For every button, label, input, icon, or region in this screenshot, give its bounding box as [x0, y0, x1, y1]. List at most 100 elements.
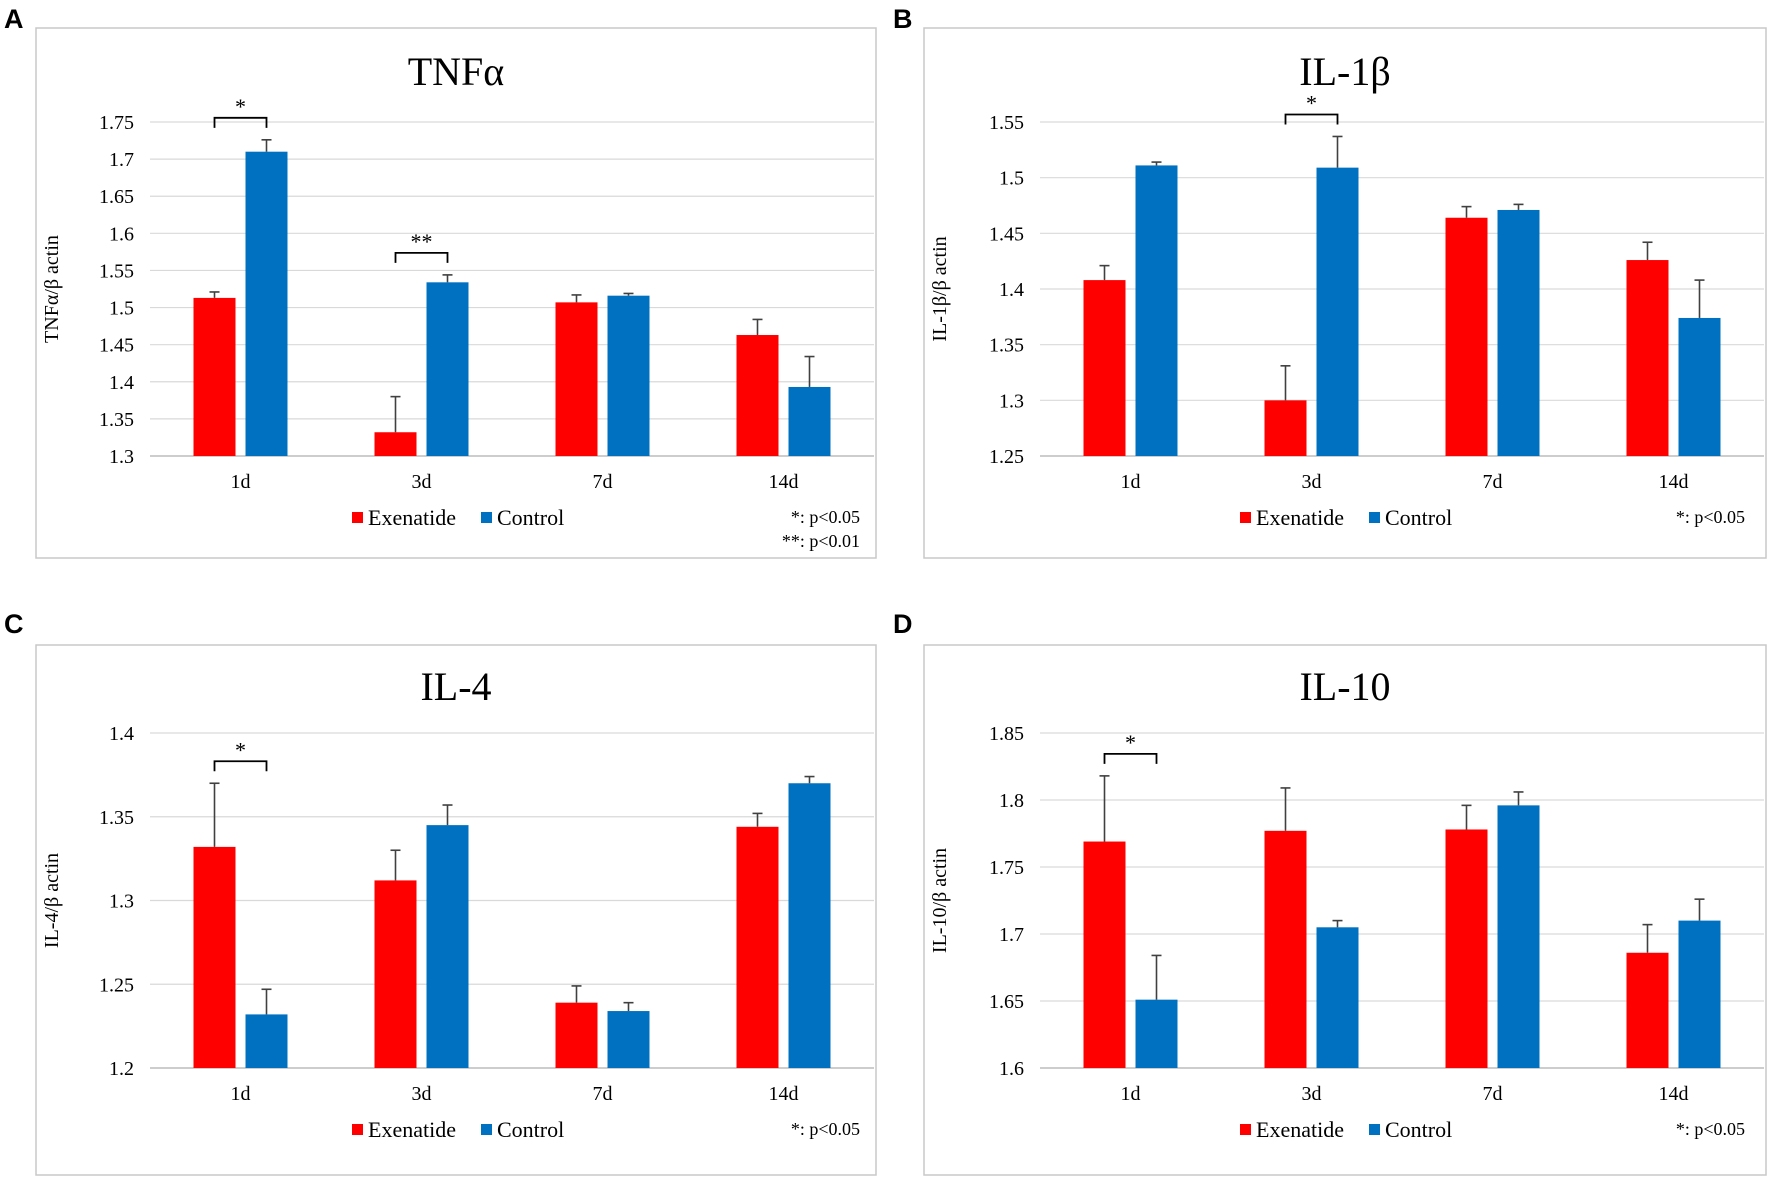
bar-control-7d: [1497, 209, 1540, 456]
bar-exenatide-14d: [1626, 260, 1669, 456]
y-axis-label: IL-10/β actin: [929, 848, 951, 953]
y-tick-label: 1.45: [989, 223, 1024, 245]
bar-control-14d: [1678, 920, 1721, 1068]
y-tick-label: 1.25: [989, 446, 1024, 468]
legend-label-control: Control: [497, 1117, 564, 1142]
legend-label-exenatide: Exenatide: [1256, 1117, 1344, 1142]
significance-marker: *: [235, 737, 246, 762]
legend-swatch-exenatide: [1240, 1124, 1251, 1135]
x-tick-label: 3d: [412, 1083, 432, 1105]
bar-exenatide-14d: [736, 335, 779, 456]
bar-control-14d: [1678, 317, 1721, 456]
panel-letter-c: C: [4, 609, 24, 639]
x-tick-label: 1d: [1121, 1083, 1141, 1105]
y-tick-label: 1.35: [99, 807, 134, 829]
chart-title: IL-4: [420, 664, 491, 709]
bar-control-3d: [1316, 167, 1359, 456]
y-tick-label: 1.75: [989, 857, 1024, 879]
y-tick-label: 1.7: [999, 924, 1024, 946]
bar-exenatide-1d: [1083, 280, 1126, 456]
p-value-note: *: p<0.05: [791, 1119, 860, 1139]
x-tick-label: 7d: [593, 1083, 613, 1105]
legend-swatch-control: [1369, 1124, 1380, 1135]
bar-exenatide-3d: [1264, 400, 1307, 456]
bar-control-3d: [426, 825, 469, 1068]
p-value-note: *: p<0.05: [1676, 507, 1745, 527]
bar-exenatide-3d: [1264, 830, 1307, 1068]
y-tick-label: 1.65: [989, 991, 1024, 1013]
y-tick-label: 1.7: [109, 149, 134, 171]
y-tick-label: 1.8: [999, 790, 1024, 812]
significance-marker: *: [1306, 90, 1317, 115]
panel-letter-a: A: [4, 4, 24, 34]
bar-exenatide-1d: [193, 297, 236, 456]
p-value-note: *: p<0.05: [1676, 1119, 1745, 1139]
y-tick-label: 1.6: [109, 223, 134, 245]
y-tick-label: 1.35: [989, 335, 1024, 357]
x-tick-label: 7d: [1483, 471, 1503, 493]
bar-exenatide-3d: [374, 432, 417, 456]
bar-control-7d: [607, 295, 650, 456]
significance-marker: *: [235, 94, 246, 119]
x-tick-label: 14d: [1659, 471, 1689, 493]
chart-panel-a: 1.3 1.35 1.4 1.45 1.5 1.55 1.6 1.65 1.7 1.75 TNFα T…: [35, 27, 877, 559]
x-tick-label: 3d: [412, 471, 432, 493]
legend-label-exenatide: Exenatide: [368, 505, 456, 530]
legend-label-exenatide: Exenatide: [368, 1117, 456, 1142]
p-value-note: **: p<0.01: [782, 531, 860, 551]
significance-bracket: [1284, 113, 1339, 125]
significance-bracket: [1103, 752, 1158, 764]
legend-swatch-control: [1369, 512, 1380, 523]
bar-exenatide-7d: [555, 1002, 598, 1068]
y-tick-label: 1.45: [99, 335, 134, 357]
bar-control-3d: [426, 282, 469, 456]
y-tick-label: 1.75: [99, 112, 134, 134]
x-tick-label: 1d: [1121, 471, 1141, 493]
x-tick-label: 7d: [593, 471, 613, 493]
legend-label-control: Control: [497, 505, 564, 530]
x-tick-label: 1d: [231, 1083, 251, 1105]
bar-control-14d: [788, 783, 831, 1068]
chart-panel-c: 1.2 1.25 1.3 1.35 1.4 IL-4 IL-4/β actin 1d 3d 7d 1…: [35, 644, 877, 1176]
bar-exenatide-3d: [374, 880, 417, 1068]
y-tick-label: 1.55: [99, 260, 134, 282]
significance-bracket: [213, 116, 268, 128]
legend-label-exenatide: Exenatide: [1256, 505, 1344, 530]
y-tick-label: 1.2: [109, 1058, 134, 1080]
chart-frame: [923, 644, 1767, 1176]
legend-swatch-exenatide: [352, 1124, 363, 1135]
significance-marker: **: [411, 229, 433, 254]
x-tick-label: 14d: [769, 471, 799, 493]
x-tick-label: 14d: [769, 1083, 799, 1105]
x-tick-label: 7d: [1483, 1083, 1503, 1105]
bar-control-7d: [607, 1011, 650, 1068]
y-tick-label: 1.3: [109, 446, 134, 468]
x-tick-label: 3d: [1302, 1083, 1322, 1105]
y-tick-label: 1.85: [989, 723, 1024, 745]
significance-bracket: [213, 760, 268, 772]
y-axis-label: IL-4/β actin: [41, 853, 63, 948]
bar-control-7d: [1497, 805, 1540, 1068]
legend-swatch-control: [481, 512, 492, 523]
significance-marker: *: [1125, 730, 1136, 755]
p-value-note: *: p<0.05: [791, 507, 860, 527]
chart-title: TNFα: [408, 49, 505, 94]
y-tick-label: 1.55: [989, 112, 1024, 134]
chart-panel-d: 1.6 1.65 1.7 1.75 1.8 1.85 IL-10 IL-10/β actin 1…: [923, 644, 1767, 1176]
y-tick-label: 1.4: [109, 372, 134, 394]
y-tick-label: 1.35: [99, 409, 134, 431]
y-tick-label: 1.3: [109, 891, 134, 913]
chart-panel-b: 1.25 1.3 1.35 1.4 1.45 1.5 1.55 IL-1β IL-1β/β ac…: [923, 27, 1767, 559]
legend-swatch-exenatide: [1240, 512, 1251, 523]
bar-control-1d: [1135, 165, 1178, 457]
y-tick-label: 1.3: [999, 390, 1024, 412]
y-tick-label: 1.5: [109, 298, 134, 320]
bar-exenatide-1d: [1083, 841, 1126, 1068]
y-tick-label: 1.6: [999, 1058, 1024, 1080]
legend-label-control: Control: [1385, 1117, 1452, 1142]
y-tick-label: 1.65: [99, 186, 134, 208]
bar-exenatide-14d: [736, 826, 779, 1068]
legend-swatch-exenatide: [352, 512, 363, 523]
bar-exenatide-7d: [1445, 217, 1488, 456]
